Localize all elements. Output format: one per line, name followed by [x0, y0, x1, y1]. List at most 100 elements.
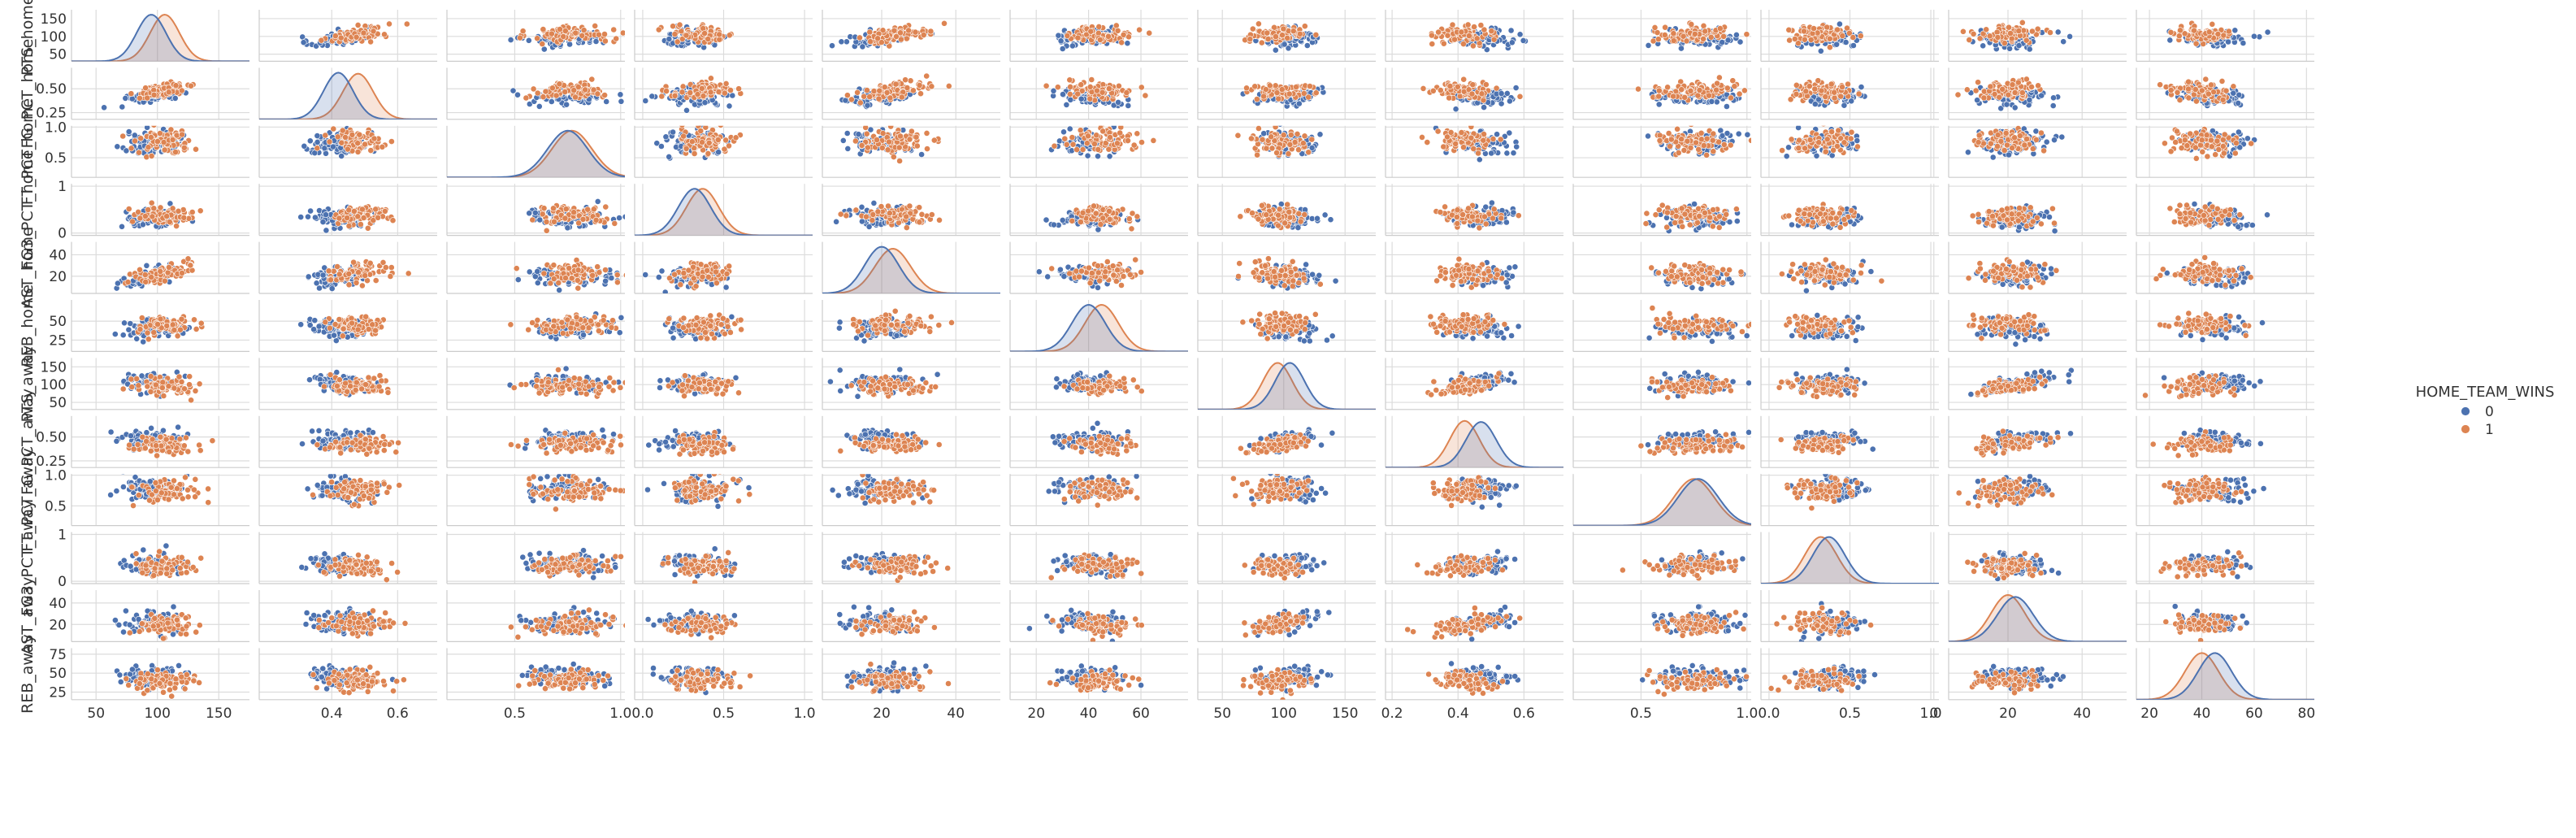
point-series-1 — [386, 21, 392, 27]
point-series-0 — [1818, 48, 1824, 54]
point-series-1 — [355, 149, 361, 154]
point-series-1 — [1688, 88, 1693, 93]
point-series-1 — [562, 28, 568, 34]
point-series-0 — [1125, 41, 1130, 46]
point-series-1 — [1491, 37, 1497, 42]
point-series-1 — [1721, 33, 1727, 39]
point-series-1 — [149, 153, 154, 158]
point-series-1 — [1254, 96, 1260, 102]
point-series-0 — [618, 92, 623, 98]
point-series-1 — [2000, 86, 2006, 92]
point-series-1 — [2192, 86, 2198, 92]
point-series-1 — [1741, 88, 1747, 93]
point-series-1 — [535, 36, 540, 41]
point-series-1 — [188, 83, 193, 89]
point-series-1 — [1834, 27, 1840, 33]
point-series-1 — [1483, 82, 1489, 88]
point-series-1 — [340, 128, 345, 133]
point-series-0 — [2265, 29, 2270, 35]
point-series-1 — [1793, 82, 1799, 88]
point-series-1 — [583, 87, 588, 93]
point-series-0 — [2050, 103, 2056, 109]
scatter-0-11 — [2166, 20, 2270, 50]
point-series-0 — [129, 96, 135, 102]
point-series-0 — [865, 102, 870, 108]
point-series-0 — [2012, 105, 2018, 111]
point-series-1 — [1494, 85, 1499, 91]
point-series-1 — [573, 30, 579, 36]
point-series-0 — [1498, 90, 1504, 96]
point-series-1 — [1828, 81, 1834, 87]
point-series-1 — [345, 146, 350, 152]
point-series-1 — [683, 33, 689, 38]
point-series-1 — [517, 35, 523, 41]
point-series-1 — [893, 81, 899, 87]
point-series-1 — [1250, 26, 1255, 32]
point-series-1 — [368, 148, 374, 154]
point-series-1 — [1088, 28, 1094, 34]
point-series-1 — [1803, 89, 1809, 94]
point-series-1 — [1420, 85, 1426, 91]
point-series-1 — [1478, 22, 1484, 28]
point-series-1 — [166, 89, 171, 95]
point-series-1 — [906, 28, 912, 33]
point-series-1 — [596, 32, 601, 37]
point-series-1 — [168, 127, 174, 132]
point-series-1 — [172, 150, 178, 155]
point-series-1 — [1824, 24, 1830, 30]
point-series-0 — [145, 124, 150, 130]
point-series-1 — [2186, 95, 2192, 101]
point-series-0 — [839, 39, 844, 45]
point-series-1 — [1115, 28, 1121, 33]
point-series-1 — [553, 93, 559, 98]
point-series-1 — [1247, 37, 1253, 42]
point-series-0 — [119, 104, 125, 110]
point-series-1 — [181, 145, 187, 150]
point-series-1 — [2035, 26, 2040, 32]
point-series-1 — [381, 32, 387, 37]
point-series-1 — [929, 84, 935, 89]
point-series-0 — [330, 144, 336, 150]
point-series-1 — [1819, 88, 1824, 93]
point-series-1 — [2220, 97, 2226, 102]
point-series-1 — [876, 96, 882, 102]
point-series-1 — [913, 29, 918, 35]
point-series-0 — [1714, 99, 1720, 105]
point-series-1 — [1792, 36, 1798, 41]
point-series-1 — [856, 35, 862, 41]
point-series-0 — [2225, 39, 2231, 45]
point-series-0 — [549, 98, 554, 104]
point-series-1 — [1470, 43, 1476, 49]
point-series-1 — [1973, 88, 1979, 93]
point-series-1 — [941, 20, 947, 26]
point-series-1 — [1656, 93, 1662, 99]
point-series-1 — [355, 22, 361, 28]
point-series-1 — [1695, 93, 1701, 98]
point-series-1 — [1975, 80, 1981, 85]
point-series-1 — [2186, 86, 2192, 92]
point-series-1 — [2193, 98, 2199, 104]
point-series-1 — [716, 89, 722, 94]
point-series-1 — [679, 89, 685, 95]
point-series-1 — [2226, 28, 2231, 34]
point-series-1 — [1265, 37, 1271, 42]
point-series-0 — [514, 92, 520, 98]
point-series-1 — [2023, 76, 2029, 82]
point-series-1 — [1984, 27, 1989, 33]
point-series-1 — [1065, 33, 1070, 38]
point-series-0 — [2039, 93, 2045, 98]
point-series-1 — [143, 85, 149, 91]
point-series-1 — [891, 28, 897, 33]
point-series-0 — [643, 98, 648, 103]
point-series-1 — [2007, 30, 2013, 36]
scatter-2-0 — [115, 122, 199, 160]
point-series-1 — [1113, 23, 1119, 28]
point-series-1 — [151, 122, 157, 128]
point-series-1 — [1671, 37, 1676, 43]
point-series-1 — [1105, 33, 1111, 39]
point-series-1 — [1313, 90, 1319, 96]
point-series-1 — [572, 94, 578, 100]
point-series-1 — [1960, 28, 1966, 34]
